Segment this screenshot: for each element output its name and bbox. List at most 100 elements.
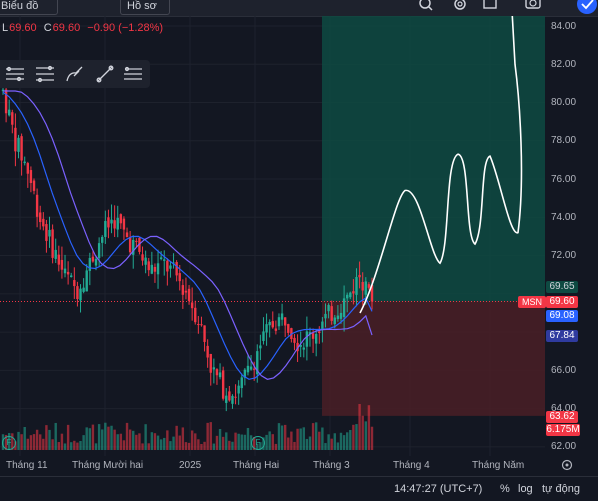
candle-body [76, 286, 79, 300]
target-zone [322, 16, 545, 302]
candle-body [91, 256, 95, 262]
volume-bar [187, 442, 191, 450]
candle-body [150, 264, 154, 274]
candle-body [4, 89, 8, 114]
camera-icon[interactable] [525, 0, 541, 14]
stop-price-badge: 63.62 [546, 411, 578, 423]
volume-bar [225, 432, 228, 450]
candle-body [14, 127, 17, 152]
candle-body [35, 194, 39, 217]
tab-profile[interactable]: Hồ sơ [120, 0, 170, 15]
auto-toggle[interactable]: tự động [542, 483, 580, 495]
ma-slow-badge: 67.84 [546, 330, 578, 342]
candle-body [234, 396, 237, 398]
volume-bar [29, 435, 33, 450]
candle-body [259, 345, 262, 349]
candle-body [184, 290, 188, 293]
candle-body [104, 220, 107, 237]
volume-bar [26, 438, 30, 450]
volume-bar [20, 434, 23, 450]
candle-body [122, 218, 126, 230]
candle-body [107, 217, 110, 228]
brush-icon[interactable] [64, 64, 86, 84]
fib-retracement-icon[interactable] [34, 64, 56, 84]
volume-bar [194, 433, 197, 450]
volume-bar [172, 436, 175, 450]
time-tick: Tháng Hai [233, 460, 280, 471]
event-flag[interactable]: F [2, 436, 16, 450]
search-icon[interactable] [418, 0, 434, 14]
horizontal-lines-icon[interactable] [4, 64, 26, 84]
volume-bar [63, 443, 67, 450]
candle-body [17, 137, 20, 152]
ma-slow-line [3, 90, 373, 380]
volume-bar [345, 432, 349, 450]
trend-line-icon[interactable] [94, 64, 116, 84]
volume-bar [132, 430, 135, 450]
time-tick: Tháng 4 [393, 460, 430, 471]
candle-body [237, 385, 240, 394]
candle-body [79, 288, 82, 301]
publish-icon[interactable] [576, 0, 598, 16]
price-tick: 74.00 [551, 212, 577, 223]
candle-body [218, 372, 222, 378]
price-chart[interactable] [0, 16, 545, 456]
candle-body [243, 369, 247, 378]
candle-body [324, 313, 327, 319]
candle-body [252, 368, 256, 370]
candle-body [73, 280, 76, 287]
volume-bar [206, 422, 209, 450]
fullscreen-icon[interactable] [482, 0, 498, 14]
volume-bar [147, 443, 150, 450]
time-axis[interactable]: Tháng 11 Tháng Mười hai 2025 Tháng Hai T… [0, 456, 545, 474]
time-tick: 2025 [179, 460, 202, 471]
volume-bar [138, 433, 141, 450]
candle-body [51, 229, 54, 258]
volume-bar [215, 435, 219, 450]
volume-bar [355, 424, 358, 450]
volume-bar [290, 431, 293, 450]
candle-body [88, 257, 92, 271]
candle-body [361, 281, 364, 291]
volume-bar [190, 430, 194, 450]
volume-bar [203, 441, 206, 450]
volume-bar [144, 424, 147, 450]
volume-bar [135, 434, 138, 450]
price-axis[interactable]: 84.00 82.00 80.00 78.00 76.00 74.00 72.0… [545, 16, 598, 456]
text-lines-icon[interactable] [122, 64, 144, 84]
candle-body [228, 391, 231, 401]
volume-bar [339, 432, 343, 450]
candle-body [153, 266, 157, 272]
volume-bar [101, 429, 104, 450]
candle-body [225, 395, 228, 403]
candle-body [20, 136, 23, 161]
gear-icon[interactable] [452, 0, 468, 14]
candle-body [287, 324, 290, 333]
volume-bar [82, 435, 85, 450]
percent-toggle[interactable]: % [500, 483, 510, 495]
candle-body [349, 292, 352, 298]
volume-bar [364, 421, 367, 450]
volume-bar [209, 422, 212, 450]
volume-bar [122, 440, 126, 450]
volume-bar [370, 426, 374, 450]
log-toggle[interactable]: log [518, 483, 533, 495]
candle-body [268, 321, 271, 326]
candle-body [265, 324, 268, 333]
candle-body [364, 281, 367, 295]
volume-bar [166, 430, 169, 450]
volume-bar [48, 429, 51, 450]
event-flag[interactable]: F [251, 436, 265, 450]
volume-bar [163, 437, 166, 450]
time-settings-icon[interactable] [561, 459, 573, 471]
volume-bar [361, 415, 364, 450]
candle-body [296, 342, 299, 352]
volume-bar [308, 436, 312, 450]
clock-text[interactable]: 14:47:27 (UTC+7) [394, 483, 483, 495]
candle-body [212, 367, 216, 370]
volume-bar [243, 434, 247, 450]
tab-chart[interactable]: Biểu đồ [0, 0, 58, 15]
candle-body [147, 261, 150, 271]
volume-bar [42, 438, 45, 450]
volume-bar [181, 427, 185, 450]
